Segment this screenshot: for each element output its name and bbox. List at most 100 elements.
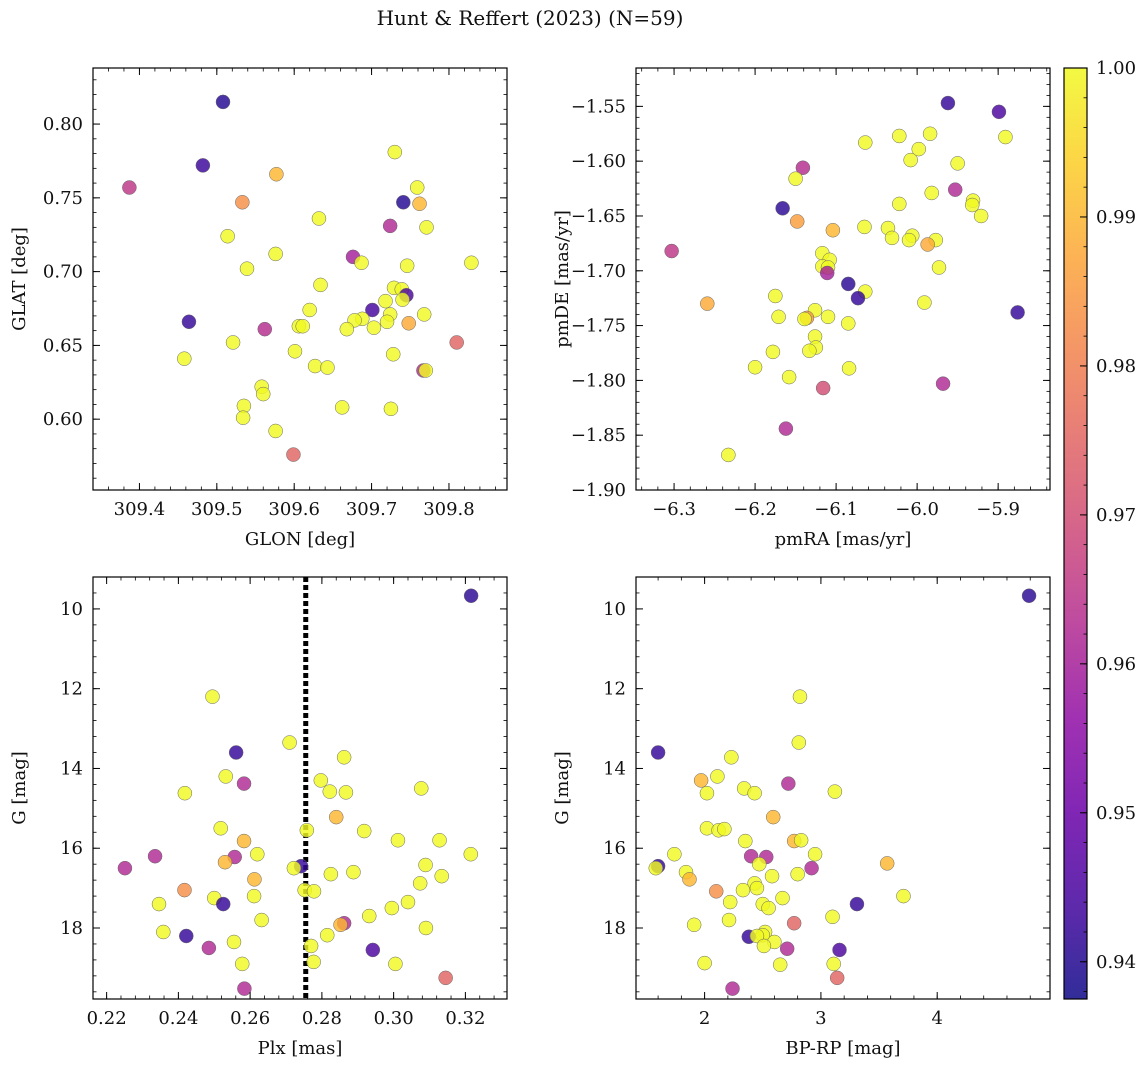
data-point <box>648 860 664 876</box>
data-point <box>924 185 939 201</box>
figure-title: Hunt & Reffert (2023) (N=59) <box>376 6 684 30</box>
data-point <box>147 848 163 864</box>
y-axis-label: GLAT [deg] <box>9 227 30 331</box>
x-axis-label: BP-RP [mag] <box>785 1038 900 1059</box>
data-point <box>841 316 856 331</box>
data-point <box>650 745 666 760</box>
data-point <box>449 335 464 350</box>
y-tick-label: 0.65 <box>43 335 83 356</box>
data-point <box>228 745 244 760</box>
data-point <box>322 784 338 799</box>
x-axis-label: GLON [deg] <box>245 529 355 550</box>
data-point <box>697 955 712 971</box>
panel-pmra-pmde: −6.3 −6.2 −6.1 −6.0 −5.9 −1.90 −1.85 −1.80 −1.75… <box>552 67 1051 550</box>
x-axis-label: Plx [mas] <box>258 1038 343 1059</box>
data-point <box>825 909 840 925</box>
panel-plx-g: 0.22 0.24 0.26 0.28 0.30 0.32 10 12 14 16 18 Plx [m… <box>9 576 508 1059</box>
x-tick-label: −6.0 <box>895 499 939 520</box>
data-point <box>313 277 328 293</box>
x-tick-label: 309.5 <box>191 499 243 520</box>
data-point <box>286 447 301 462</box>
data-point <box>234 956 250 972</box>
data-point <box>749 928 765 944</box>
data-point <box>725 981 740 996</box>
data-point <box>781 369 797 385</box>
data-point <box>775 890 790 906</box>
data-point <box>236 833 252 849</box>
data-point <box>896 888 911 904</box>
data-point <box>179 928 194 944</box>
data-point <box>282 735 297 750</box>
data-point <box>246 888 262 904</box>
data-point <box>820 309 836 325</box>
data-point <box>765 344 781 360</box>
data-point <box>307 358 323 374</box>
data-point <box>721 912 737 928</box>
y-tick-label: −1.80 <box>571 370 626 391</box>
y-tick-label: 0.75 <box>43 188 83 209</box>
data-point <box>215 94 231 110</box>
data-point <box>151 896 167 912</box>
data-point <box>418 363 433 378</box>
data-point <box>858 135 873 150</box>
data-point <box>268 423 283 439</box>
x-tick-label: 4 <box>931 1008 942 1029</box>
data-point <box>738 833 753 849</box>
y-tick-label: −1.60 <box>571 151 626 172</box>
data-point <box>699 785 715 801</box>
x-tick-label: 309.7 <box>346 499 398 520</box>
x-axis-label: pmRA [mas/yr] <box>775 529 912 550</box>
data-point <box>235 410 251 425</box>
colorbar-tick-label: 0.95 <box>1096 803 1136 824</box>
y-tick-label: 16 <box>603 838 626 859</box>
y-tick-label: −1.90 <box>571 480 626 501</box>
data-point <box>313 773 329 788</box>
data-point <box>735 882 751 898</box>
data-point <box>682 872 697 887</box>
y-tick-label: 10 <box>60 599 83 620</box>
x-tick-label: 0.32 <box>445 1008 485 1029</box>
data-point <box>366 320 382 335</box>
data-point <box>255 386 271 402</box>
x-tick-label: 0.30 <box>374 1008 414 1029</box>
data-point <box>383 401 399 417</box>
data-point <box>940 95 956 111</box>
data-point <box>884 230 900 246</box>
x-tick-label: 309.4 <box>114 499 166 520</box>
x-tick-label: 309.6 <box>268 499 320 520</box>
data-point <box>239 261 255 276</box>
data-point <box>804 860 819 876</box>
data-point <box>177 785 193 801</box>
data-point <box>790 866 805 882</box>
data-point <box>268 246 283 262</box>
data-point <box>721 447 736 463</box>
data-point <box>438 970 453 986</box>
data-point <box>795 160 811 175</box>
x-tick-label: 0.26 <box>230 1008 270 1029</box>
data-point <box>416 307 432 322</box>
plot-frame <box>92 576 508 1000</box>
colorbar-tick-label: 0.96 <box>1096 654 1136 675</box>
y-axis-label: G [mag] <box>552 751 573 824</box>
data-point <box>768 288 783 304</box>
data-point <box>388 956 403 972</box>
data-point <box>931 260 947 275</box>
data-point <box>201 940 217 956</box>
data-point <box>756 938 772 954</box>
data-point <box>761 900 776 916</box>
data-point <box>781 776 796 791</box>
data-point <box>395 292 410 307</box>
data-point <box>841 361 857 376</box>
data-point <box>950 156 965 171</box>
data-point <box>749 880 765 896</box>
colorbar-tick-label: 0.98 <box>1096 356 1136 377</box>
x-tick-label: 0.22 <box>87 1008 127 1029</box>
data-point <box>788 171 803 186</box>
y-tick-label: 0.60 <box>43 409 83 430</box>
data-point <box>686 917 702 933</box>
data-point <box>320 360 335 375</box>
y-tick-label: 14 <box>603 758 626 779</box>
data-point <box>779 941 795 956</box>
data-point <box>302 302 317 318</box>
